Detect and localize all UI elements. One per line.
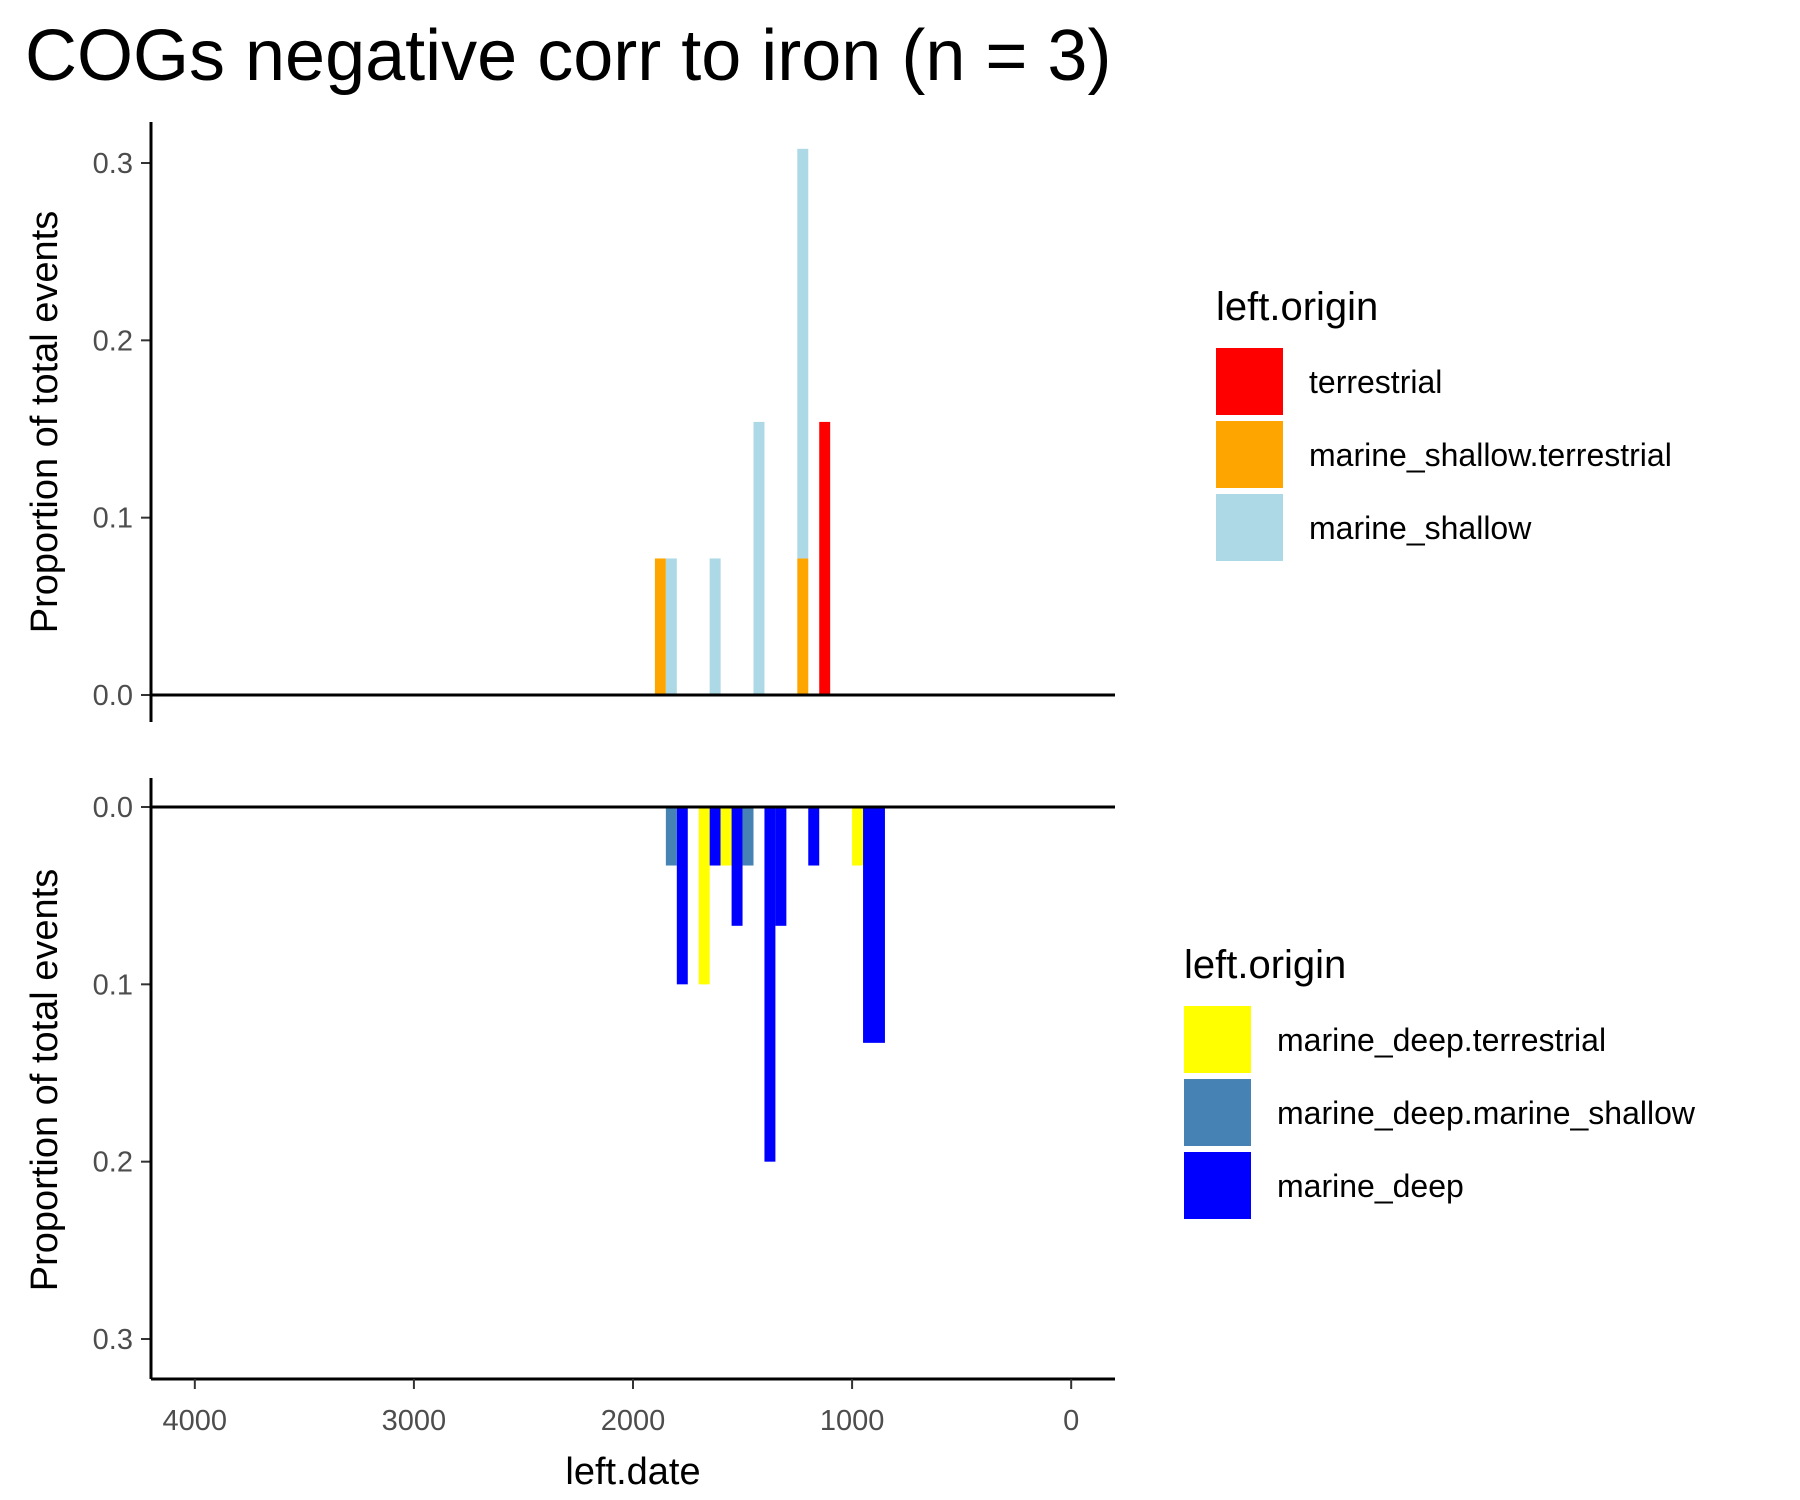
- y-tick-label: 0.1: [93, 503, 133, 535]
- bar-marine-shallow-1625: [709, 558, 721, 695]
- legend-label-marine-deep-marine-shallow: marine_deep.marine_shallow: [1277, 1095, 1696, 1131]
- bar-terrestrial-1125: [819, 421, 831, 695]
- bottom-panel-y-axis-title: Proportion of total events: [24, 869, 66, 1291]
- y-tick-label: 0.1: [93, 969, 133, 1001]
- bar-marine-deep-1325: [775, 807, 787, 926]
- top-panel-bars: [654, 148, 831, 695]
- top-legend-title: left.origin: [1216, 285, 1378, 329]
- x-tick-label: 0: [1063, 1405, 1079, 1437]
- legend-swatch-marine-deep: [1184, 1152, 1251, 1219]
- x-tick-label: 4000: [163, 1405, 228, 1437]
- x-tick-label: 3000: [382, 1405, 447, 1437]
- bar-marine-deep-terrestrial-1575: [720, 807, 732, 866]
- bar-marine-deep-1375: [764, 807, 776, 1162]
- bar-marine-deep-marine-shallow-1825: [665, 807, 677, 866]
- bar-marine-deep-terrestrial-1675: [698, 807, 710, 985]
- top-legend-items: terrestrial marine_shallow.terrestrialmar…: [1216, 348, 1672, 561]
- legend-label-marine-shallow-terrestrial: marine_shallow.terrestrial: [1309, 437, 1672, 473]
- bar-marine-deep-marine-shallow-1475: [742, 807, 754, 866]
- bottom-panel-bars: [665, 807, 885, 1162]
- y-tick-label: 0.0: [93, 680, 133, 712]
- bar-marine-deep-1625: [709, 807, 721, 866]
- bottom-legend-items: marine_deep.terrestrial marine_deep.marin…: [1184, 1006, 1696, 1219]
- y-tick-label: 0.3: [93, 1324, 133, 1356]
- bar-marine-deep-1525: [731, 807, 743, 926]
- top-panel-y-axis-title: Proportion of total events: [24, 211, 66, 633]
- bar-marine-shallow-terrestrial-1875: [654, 558, 666, 695]
- legend-swatch-terrestrial: [1216, 348, 1283, 415]
- top-panel: 0.0 0.1 0.2 0.3 Proportion of total events: [24, 122, 1115, 722]
- legend-swatch-marine-deep-terrestrial: [1184, 1006, 1251, 1073]
- legend-swatch-marine-deep-marine-shallow: [1184, 1079, 1251, 1146]
- bottom-legend: left.origin marine_deep.terrestrialmarin…: [1184, 943, 1696, 1219]
- bar-marine-shallow-1425: [753, 421, 765, 695]
- bar-marine-shallow-1825: [665, 558, 677, 695]
- bar-marine-deep-1175: [808, 807, 820, 866]
- y-tick-label: 0.3: [93, 148, 133, 180]
- bar-marine-deep-1775: [676, 807, 688, 985]
- bottom-legend-title: left.origin: [1184, 943, 1346, 987]
- legend-label-terrestrial: terrestrial: [1309, 364, 1442, 400]
- x-axis-ticks: 4000 3000 2000 1000 0: [163, 1379, 1079, 1437]
- y-tick-label: 0.0: [93, 792, 133, 824]
- legend-label-marine-shallow: marine_shallow: [1309, 510, 1532, 546]
- legend-label-marine-deep: marine_deep: [1277, 1168, 1464, 1204]
- y-tick-label: 0.2: [93, 325, 133, 357]
- chart-title: COGs negative corr to iron (n = 3): [25, 16, 1111, 96]
- bar-marine-shallow-terrestrial-1225: [797, 558, 809, 695]
- top-panel-y-ticks: 0.0 0.1 0.2 0.3: [93, 148, 151, 712]
- y-tick-label: 0.2: [93, 1147, 133, 1179]
- x-tick-label: 1000: [820, 1405, 885, 1437]
- x-axis-title: left.date: [565, 1451, 700, 1493]
- bottom-panel: 0.0 0.1 0.2 0.3 Proportion of total events: [24, 778, 1115, 1381]
- legend-label-marine-deep-terrestrial: marine_deep.terrestrial: [1277, 1022, 1606, 1058]
- x-tick-label: 2000: [601, 1405, 666, 1437]
- legend-swatch-marine-shallow-terrestrial: [1216, 421, 1283, 488]
- legend-swatch-marine-shallow: [1216, 494, 1283, 561]
- bar-marine-deep-925: [863, 807, 874, 1043]
- top-legend: left.origin terrestrial marine_shallow.te…: [1216, 285, 1672, 561]
- bar-marine-deep-875: [874, 807, 885, 1043]
- bar-marine-shallow-1225: [797, 148, 809, 559]
- bar-marine-deep-terrestrial-975: [852, 807, 864, 866]
- bottom-panel-y-ticks: 0.0 0.1 0.2 0.3: [93, 792, 151, 1356]
